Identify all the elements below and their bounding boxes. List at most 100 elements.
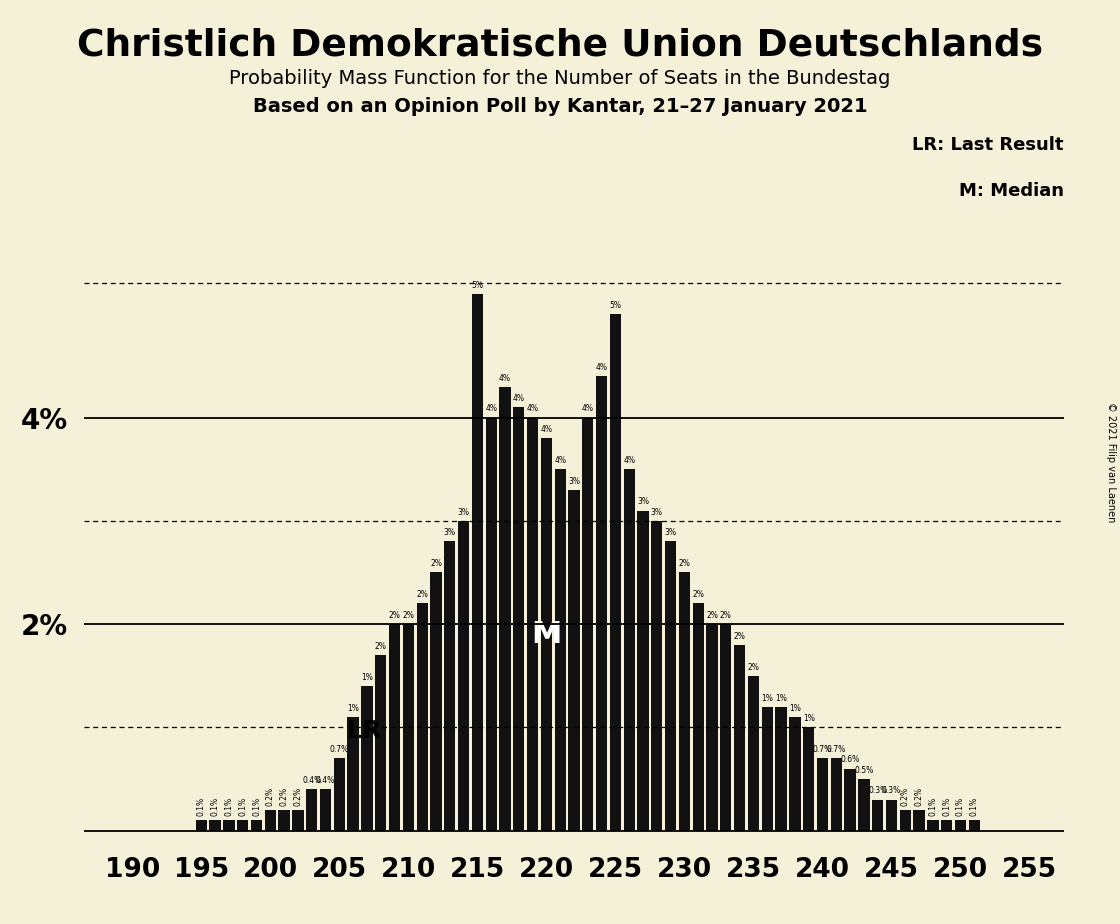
Text: 2%: 2%	[706, 611, 718, 620]
Text: 2%: 2%	[402, 611, 414, 620]
Text: 3%: 3%	[458, 507, 469, 517]
Bar	[306, 789, 317, 831]
Text: 3%: 3%	[568, 477, 580, 486]
Bar	[955, 821, 967, 831]
Bar	[679, 573, 690, 831]
Text: Based on an Opinion Poll by Kantar, 21–27 January 2021: Based on an Opinion Poll by Kantar, 21–2…	[253, 97, 867, 116]
Text: 4%: 4%	[596, 363, 608, 372]
Text: M: Median: M: Median	[959, 182, 1064, 200]
Bar	[264, 809, 276, 831]
Text: 2%: 2%	[720, 611, 731, 620]
Text: 4%: 4%	[554, 456, 567, 465]
Bar	[389, 624, 400, 831]
Text: 3%: 3%	[637, 497, 648, 506]
Text: 0.2%: 0.2%	[293, 786, 302, 806]
Text: 0.1%: 0.1%	[224, 796, 233, 816]
Bar	[899, 809, 911, 831]
Text: 3%: 3%	[444, 529, 456, 538]
Text: 3%: 3%	[651, 507, 663, 517]
Bar	[624, 469, 635, 831]
Text: 0.2%: 0.2%	[900, 786, 909, 806]
Bar	[858, 779, 869, 831]
Bar	[775, 707, 786, 831]
Text: 5%: 5%	[472, 281, 484, 289]
Bar	[541, 438, 552, 831]
Text: LR: Last Result: LR: Last Result	[913, 136, 1064, 153]
Bar	[458, 521, 469, 831]
Text: 4%: 4%	[623, 456, 635, 465]
Text: 1%: 1%	[803, 714, 814, 723]
Bar	[292, 809, 304, 831]
Text: 0.7%: 0.7%	[329, 745, 349, 754]
Text: 0.1%: 0.1%	[211, 796, 220, 816]
Text: 1%: 1%	[762, 694, 773, 702]
Bar	[403, 624, 414, 831]
Bar	[692, 603, 703, 831]
Bar	[886, 799, 897, 831]
Text: 0.2%: 0.2%	[265, 786, 274, 806]
Bar	[526, 418, 539, 831]
Bar	[500, 386, 511, 831]
Text: 0.4%: 0.4%	[302, 776, 321, 785]
Text: 2%: 2%	[417, 590, 428, 600]
Text: 4%: 4%	[526, 405, 539, 413]
Bar	[707, 624, 718, 831]
Bar	[251, 821, 262, 831]
Text: 0.1%: 0.1%	[239, 796, 248, 816]
Text: 2%: 2%	[734, 632, 746, 640]
Bar	[223, 821, 234, 831]
Bar	[803, 727, 814, 831]
Bar	[486, 418, 497, 831]
Bar	[196, 821, 207, 831]
Bar	[237, 821, 249, 831]
Text: 2%: 2%	[389, 611, 401, 620]
Bar	[347, 717, 358, 831]
Text: 1%: 1%	[788, 704, 801, 712]
Bar	[430, 573, 441, 831]
Text: 0.6%: 0.6%	[840, 756, 860, 764]
Text: 0.1%: 0.1%	[942, 796, 951, 816]
Text: 4%: 4%	[540, 425, 552, 434]
Bar	[872, 799, 884, 831]
Text: 0.7%: 0.7%	[827, 745, 846, 754]
Bar	[914, 809, 925, 831]
Text: 1%: 1%	[347, 704, 360, 712]
Bar	[362, 686, 373, 831]
Text: 4%: 4%	[581, 405, 594, 413]
Text: 0.7%: 0.7%	[813, 745, 832, 754]
Bar	[596, 376, 607, 831]
Text: 3%: 3%	[664, 529, 676, 538]
Bar	[665, 541, 676, 831]
Text: 1%: 1%	[361, 673, 373, 682]
Bar	[568, 490, 580, 831]
Bar	[790, 717, 801, 831]
Text: 0.1%: 0.1%	[956, 796, 965, 816]
Bar	[582, 418, 594, 831]
Bar	[417, 603, 428, 831]
Bar	[320, 789, 332, 831]
Bar	[279, 809, 290, 831]
Bar	[513, 407, 524, 831]
Bar	[816, 759, 828, 831]
Text: 2%: 2%	[692, 590, 704, 600]
Text: Probability Mass Function for the Number of Seats in the Bundestag: Probability Mass Function for the Number…	[230, 69, 890, 89]
Bar	[445, 541, 456, 831]
Text: 0.3%: 0.3%	[868, 786, 887, 796]
Bar	[334, 759, 345, 831]
Text: 0.5%: 0.5%	[855, 766, 874, 774]
Text: 0.1%: 0.1%	[928, 796, 937, 816]
Text: 0.1%: 0.1%	[970, 796, 979, 816]
Text: 1%: 1%	[775, 694, 787, 702]
Text: 4%: 4%	[500, 373, 511, 383]
Bar	[554, 469, 566, 831]
Text: M: M	[531, 620, 561, 649]
Bar	[927, 821, 939, 831]
Text: 0.1%: 0.1%	[197, 796, 206, 816]
Bar	[720, 624, 731, 831]
Text: © 2021 Filip van Laenen: © 2021 Filip van Laenen	[1107, 402, 1116, 522]
Bar	[941, 821, 952, 831]
Bar	[609, 314, 622, 831]
Text: 2%: 2%	[747, 663, 759, 672]
Bar	[831, 759, 842, 831]
Text: 0.2%: 0.2%	[915, 786, 924, 806]
